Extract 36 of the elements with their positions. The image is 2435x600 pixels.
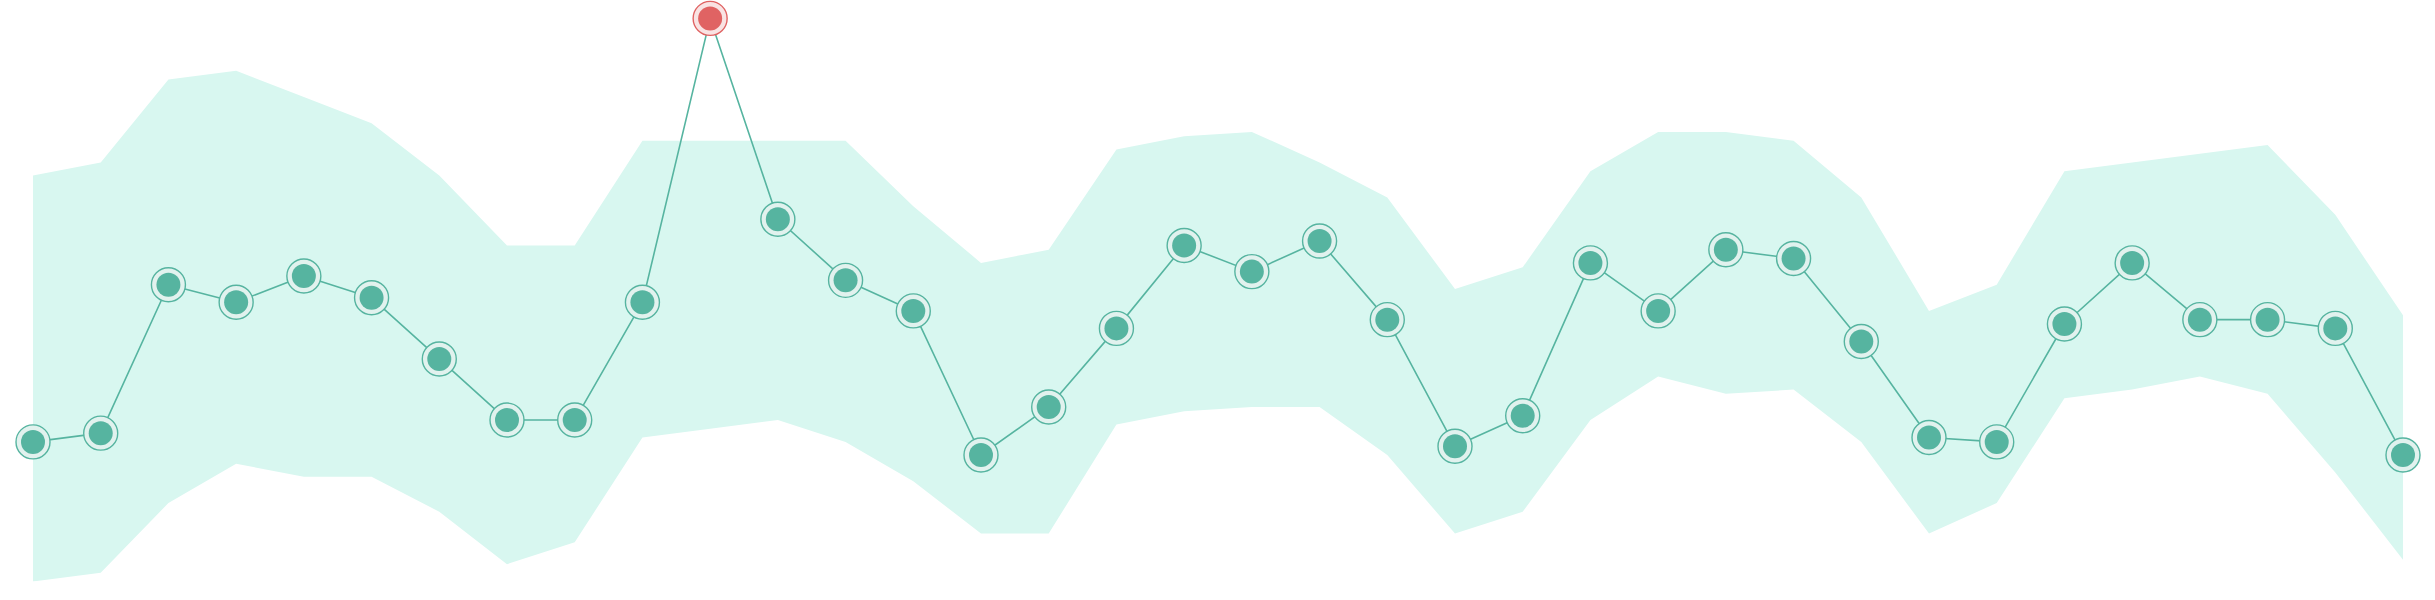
point	[218, 284, 254, 320]
point	[2182, 301, 2218, 338]
point	[692, 0, 728, 37]
point	[2046, 306, 2083, 342]
point	[1979, 424, 2015, 460]
point	[1369, 301, 1405, 338]
point	[1234, 253, 1270, 290]
point	[2114, 245, 2150, 281]
point	[895, 293, 931, 329]
point	[1775, 240, 1812, 277]
point	[353, 280, 390, 316]
point	[760, 201, 796, 237]
point	[1843, 323, 1879, 360]
point	[150, 267, 187, 303]
point	[2317, 310, 2353, 347]
point	[1437, 428, 1473, 464]
point	[2385, 437, 2421, 473]
point	[1505, 398, 1541, 434]
point	[963, 437, 999, 473]
point	[286, 258, 322, 294]
point	[557, 402, 593, 438]
point	[421, 341, 457, 377]
point	[1301, 223, 1338, 259]
point	[1911, 419, 1947, 456]
point	[1572, 245, 1609, 281]
point	[1098, 310, 1135, 347]
point	[1640, 293, 1676, 329]
point	[83, 415, 119, 451]
point	[624, 284, 661, 320]
point	[2249, 301, 2286, 338]
point	[489, 402, 525, 438]
point	[827, 262, 864, 299]
point	[1166, 227, 1202, 264]
point	[1708, 232, 1744, 268]
point	[1031, 389, 1067, 425]
point	[15, 424, 51, 460]
